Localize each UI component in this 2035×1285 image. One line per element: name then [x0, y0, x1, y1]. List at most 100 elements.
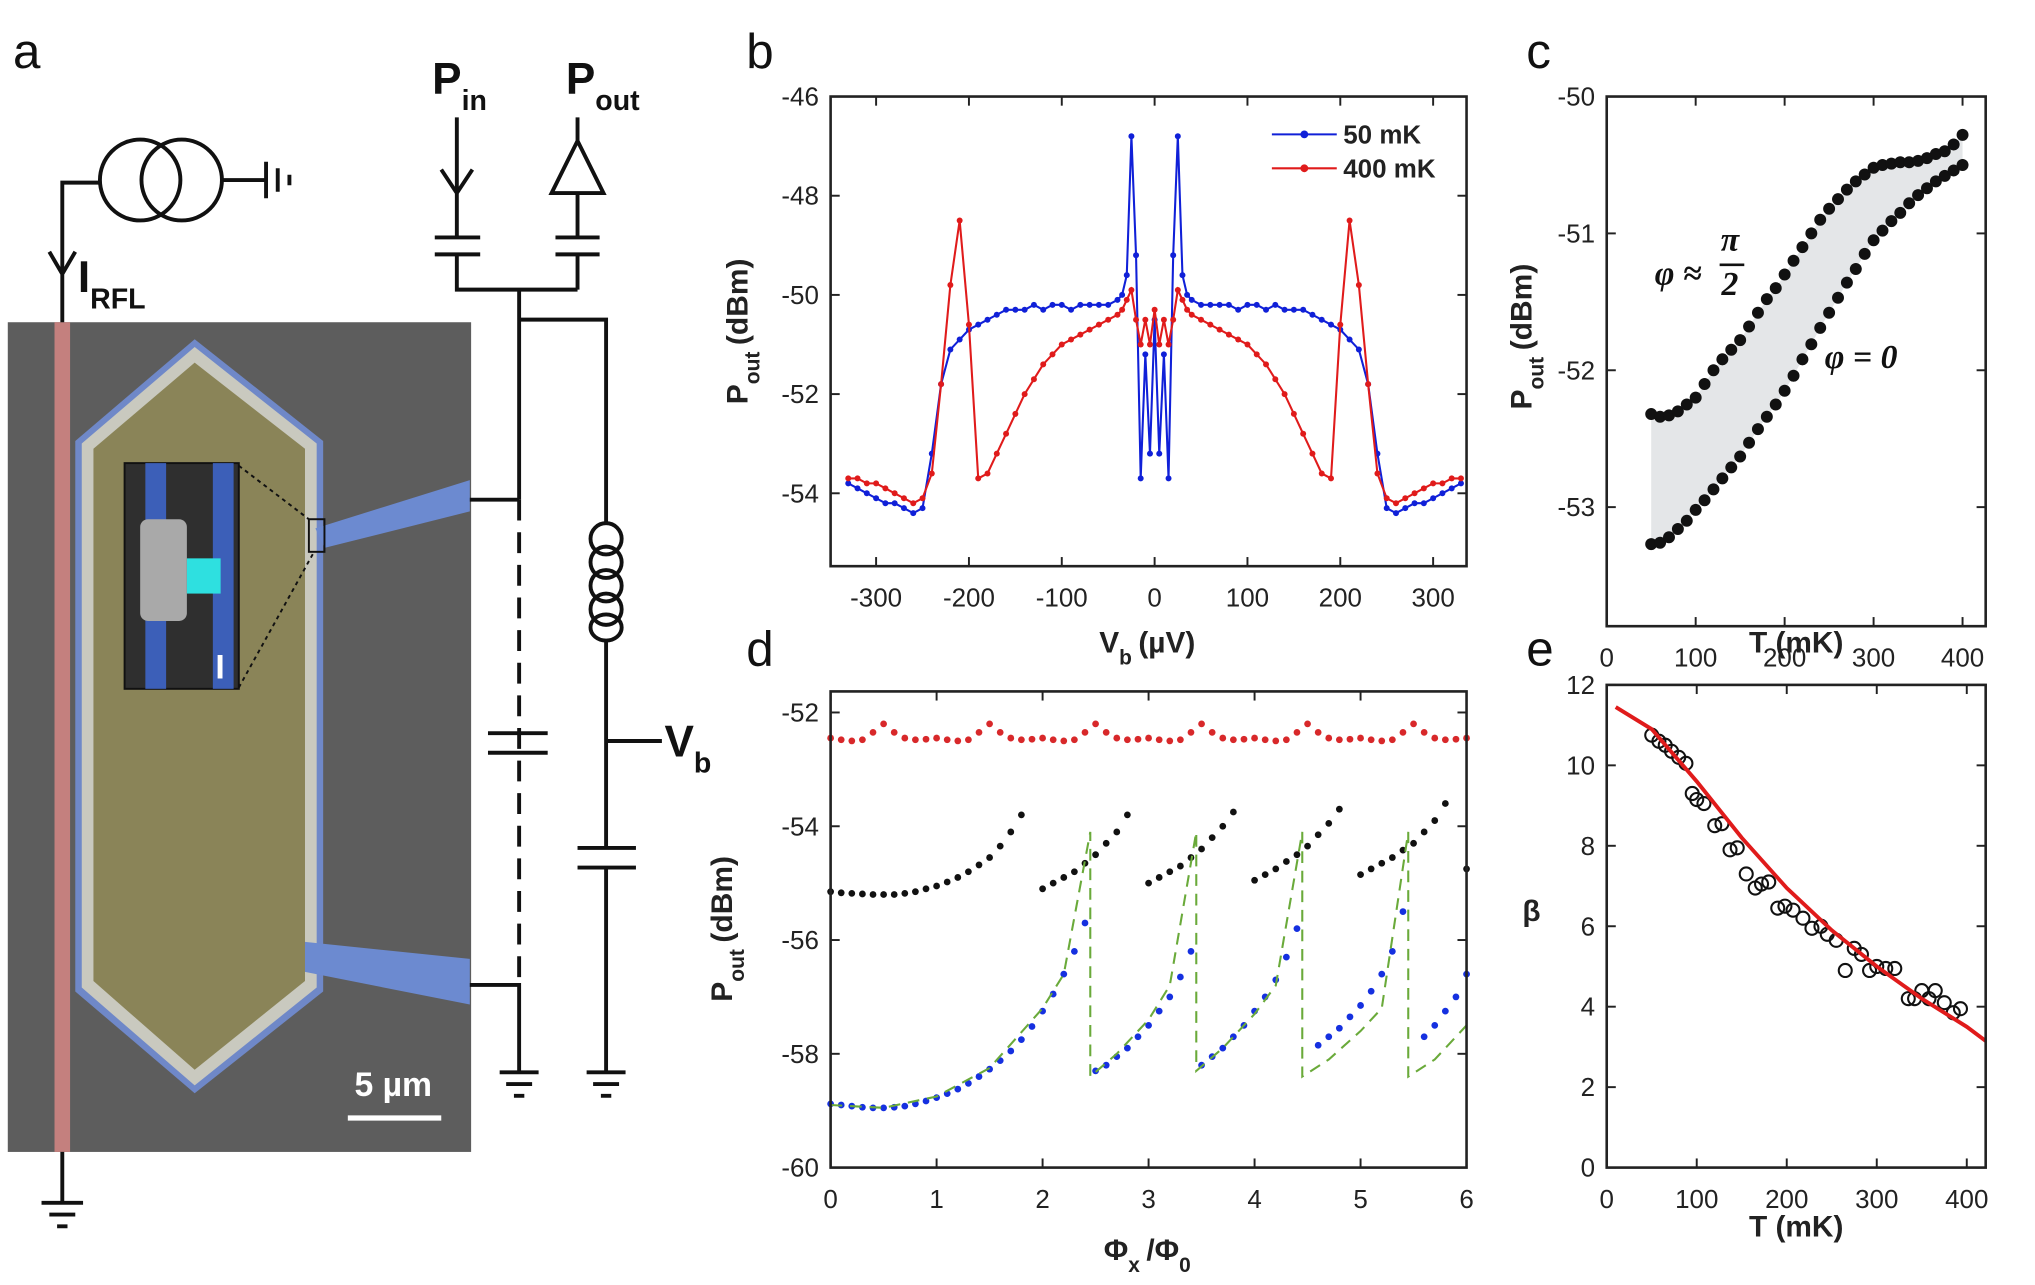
data-point — [1663, 409, 1675, 422]
label-part: Φ — [1104, 1234, 1128, 1267]
data-point — [1716, 472, 1729, 485]
data-point — [1431, 1021, 1439, 1029]
data-point — [1187, 948, 1195, 955]
data-point — [1867, 234, 1880, 247]
data-point — [1068, 336, 1075, 343]
data-point — [1430, 495, 1437, 502]
data-point — [1887, 960, 1903, 977]
label-part: V — [664, 718, 694, 767]
data-point — [1165, 475, 1172, 482]
data-point — [1420, 485, 1427, 492]
data-point — [1383, 495, 1390, 502]
data-point — [1086, 301, 1093, 308]
data-point — [1399, 846, 1407, 854]
rf-line — [54, 322, 71, 1152]
data-point — [900, 495, 907, 502]
data-point — [1439, 480, 1446, 487]
data-point — [1743, 320, 1756, 333]
data-point — [912, 736, 919, 744]
data-point — [1858, 247, 1871, 260]
lead — [304, 941, 470, 1005]
data-point — [1671, 405, 1684, 418]
data-point — [1912, 189, 1925, 202]
data-point — [1452, 993, 1460, 1001]
data-point — [1707, 364, 1720, 377]
data-point — [1039, 885, 1046, 893]
data-point — [910, 500, 917, 507]
data-point — [1689, 391, 1702, 404]
data-point — [1357, 1002, 1364, 1009]
data-point — [859, 736, 866, 744]
data-point — [1441, 800, 1449, 807]
y-tick-label: -51 — [1558, 218, 1596, 248]
data-point — [1936, 995, 1952, 1011]
panel-label: c — [1526, 24, 1551, 79]
data-point — [956, 217, 963, 224]
data-point — [1346, 1013, 1354, 1021]
data-point — [837, 736, 845, 744]
y-axis-label: Pout (dBm) — [706, 856, 748, 1002]
data-point — [1367, 736, 1375, 744]
data-point — [1039, 734, 1046, 742]
data-point — [1367, 987, 1375, 995]
data-point — [1420, 828, 1428, 836]
y-axis-label: Pout (dBm) — [722, 258, 764, 404]
data-point — [993, 450, 1000, 457]
data-point — [1142, 316, 1149, 323]
data-point — [1337, 321, 1344, 328]
data-point — [984, 316, 991, 323]
data-point — [863, 480, 870, 487]
x-tick-label: 200 — [1765, 1184, 1808, 1214]
legend-marker — [1300, 130, 1309, 139]
data-point — [1805, 227, 1818, 240]
data-point — [954, 737, 962, 745]
data-point — [1105, 301, 1112, 308]
data-point — [1388, 736, 1396, 744]
data-point — [1137, 341, 1144, 348]
data-point — [1184, 291, 1191, 298]
data-point — [1734, 334, 1747, 347]
data-point — [1007, 1047, 1015, 1055]
x-tick-label: 6 — [1459, 1184, 1473, 1214]
label-subscript: b — [694, 748, 711, 780]
data-point — [975, 728, 983, 736]
zoom-line — [238, 464, 310, 520]
data-point — [1947, 164, 1960, 177]
data-point — [1689, 503, 1702, 516]
data-point — [1187, 728, 1195, 736]
data-point — [1086, 326, 1093, 333]
data-point — [1165, 341, 1172, 348]
data-point — [1837, 962, 1853, 979]
data-point — [965, 736, 972, 744]
y-tick-label: -50 — [1558, 81, 1596, 111]
data-point — [1716, 353, 1729, 366]
label-part: I — [78, 253, 90, 302]
data-point — [1166, 868, 1174, 876]
data-point — [1858, 168, 1871, 181]
data-point — [1318, 316, 1325, 323]
legend-label: 400 mK — [1343, 153, 1436, 183]
data-point — [1282, 953, 1290, 961]
data-point — [1388, 854, 1396, 861]
label-subscript: out — [741, 352, 764, 385]
data-point — [1420, 1033, 1428, 1041]
data-point — [1123, 296, 1130, 303]
label-part: (dBm) — [722, 258, 755, 345]
label-subscript: x — [1128, 1254, 1140, 1277]
data-point — [891, 500, 898, 507]
data-point — [1430, 480, 1437, 487]
data-point — [984, 470, 991, 477]
data-point — [1105, 316, 1112, 323]
data-point — [910, 510, 917, 517]
label-part: P — [706, 982, 739, 1002]
data-point — [1049, 879, 1057, 887]
data-point — [1804, 920, 1820, 936]
data-point — [1018, 736, 1025, 744]
data-point — [1261, 736, 1269, 744]
series-line — [848, 220, 1461, 505]
data-point — [1261, 871, 1269, 878]
data-point — [1253, 301, 1260, 308]
data-point — [1787, 254, 1800, 267]
label-part: (dBm) — [706, 856, 739, 943]
